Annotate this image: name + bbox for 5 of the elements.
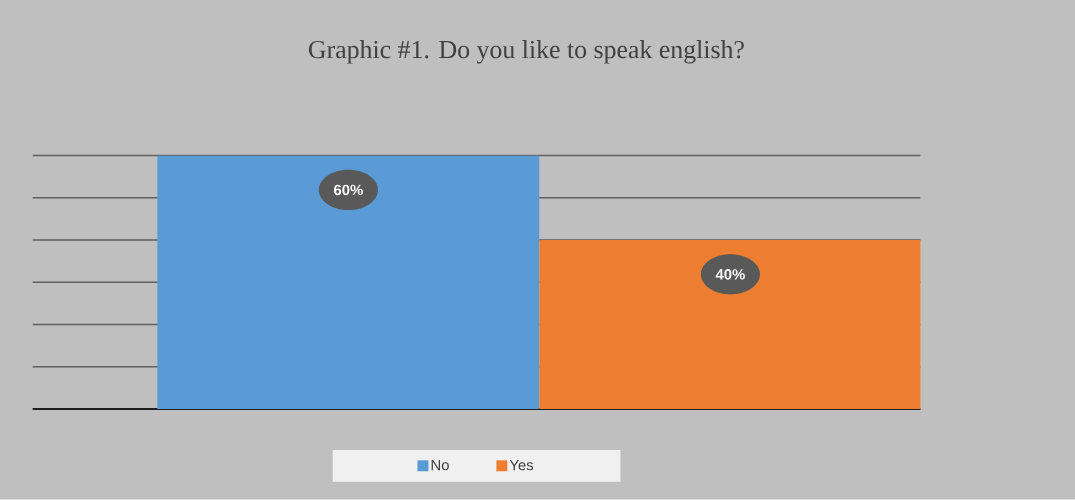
data-label: 40% bbox=[715, 269, 745, 280]
chart-title: Graphic #1. Do you like to speak english? bbox=[308, 40, 744, 64]
legend-label: Yes bbox=[509, 460, 534, 471]
data-label: 60% bbox=[334, 184, 363, 196]
legend-label: No bbox=[431, 460, 449, 471]
